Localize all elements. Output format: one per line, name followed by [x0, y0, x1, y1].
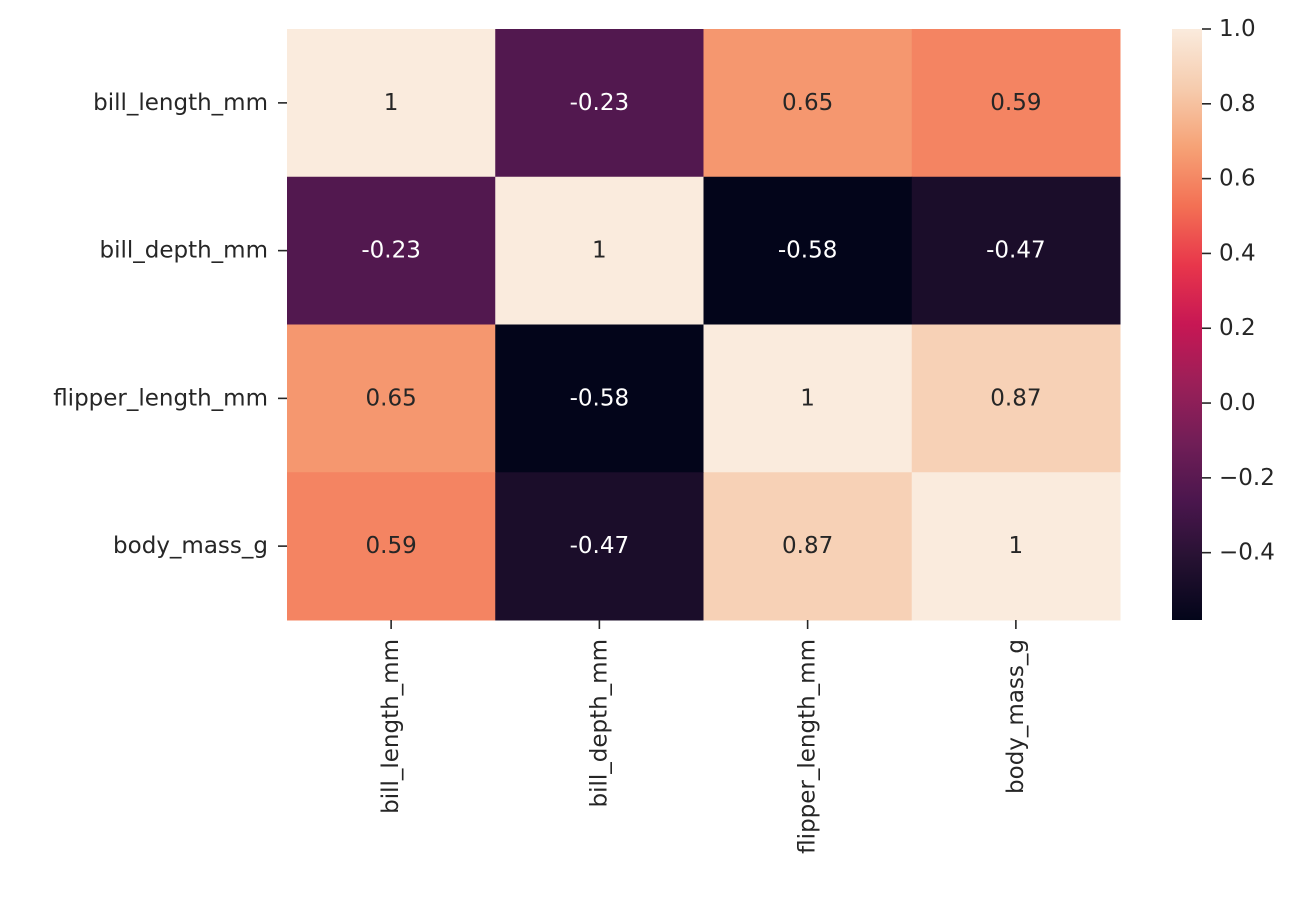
cell-annotation: 1 [592, 238, 607, 264]
cell-annotation: -0.23 [570, 90, 630, 116]
heatmap-cell [287, 324, 496, 473]
colorbar: 1.0 0.8 0.6 0.4 0.2 0.0 −0.2 −0.4 [1172, 16, 1275, 620]
heatmap-cell [703, 324, 913, 473]
heatmap-cell [911, 29, 1121, 178]
colorbar-tick-label: 1.0 [1219, 16, 1256, 42]
cell-annotation: 1 [384, 90, 399, 116]
cell-annotation: 0.59 [990, 90, 1041, 116]
cell-annotation: 0.65 [782, 90, 833, 116]
cell-annotation: 0.87 [990, 385, 1041, 411]
heatmap-cell [495, 472, 704, 621]
heatmap-cell [911, 324, 1121, 473]
heatmap-cell [703, 29, 913, 178]
colorbar-tick-label: 0.0 [1219, 390, 1256, 416]
cell-annotation: -0.47 [986, 238, 1046, 264]
colorbar-tick-label: 0.8 [1219, 91, 1256, 117]
y-tick-label: flipper_length_mm [53, 385, 268, 411]
heatmap-cell [703, 176, 913, 325]
colorbar-gradient [1172, 29, 1202, 620]
heatmap-cells [287, 29, 1121, 621]
colorbar-tick-label: 0.6 [1219, 166, 1256, 192]
y-axis: bill_length_mm bill_depth_mm flipper_lengt… [53, 90, 287, 559]
heatmap-cell [287, 176, 496, 325]
colorbar-tick-label: −0.4 [1219, 540, 1275, 566]
cell-annotation: 1 [1009, 533, 1024, 559]
cell-annotation: -0.23 [361, 238, 421, 264]
x-axis: bill_length_mm bill_depth_mm flipper_lengt… [378, 620, 1029, 854]
y-tick-label: body_mass_g [113, 533, 268, 559]
cell-annotation: 0.65 [366, 385, 417, 411]
y-tick-label: bill_length_mm [93, 90, 268, 116]
heatmap-cell [287, 472, 496, 621]
cell-annotation: -0.58 [778, 238, 838, 264]
heatmap-cell [495, 29, 704, 178]
cell-annotation: 0.59 [366, 533, 417, 559]
x-tick-label: body_mass_g [1003, 639, 1029, 794]
colorbar-tick-label: −0.2 [1219, 465, 1275, 491]
heatmap-cell [495, 324, 704, 473]
heatmap-cell [911, 176, 1121, 325]
cell-annotation: 0.87 [782, 533, 833, 559]
heatmap-cell [495, 176, 704, 325]
cell-annotation: -0.47 [570, 533, 630, 559]
colorbar-tick-label: 0.4 [1219, 240, 1256, 266]
colorbar-tick-label: 0.2 [1219, 315, 1256, 341]
cell-annotation: -0.58 [570, 385, 630, 411]
heatmap-cell [287, 29, 496, 178]
heatmap-cell [911, 472, 1121, 621]
heatmap-cell [703, 472, 913, 621]
cell-annotation: 1 [800, 385, 815, 411]
y-tick-label: bill_depth_mm [99, 238, 268, 264]
cell-annotations: 1 -0.23 0.65 0.59 -0.23 1 -0.58 -0.47 0.65 -0.58 1… [361, 90, 1045, 559]
x-tick-label: flipper_length_mm [795, 639, 821, 854]
x-tick-label: bill_depth_mm [586, 639, 612, 808]
x-tick-label: bill_length_mm [378, 639, 404, 814]
